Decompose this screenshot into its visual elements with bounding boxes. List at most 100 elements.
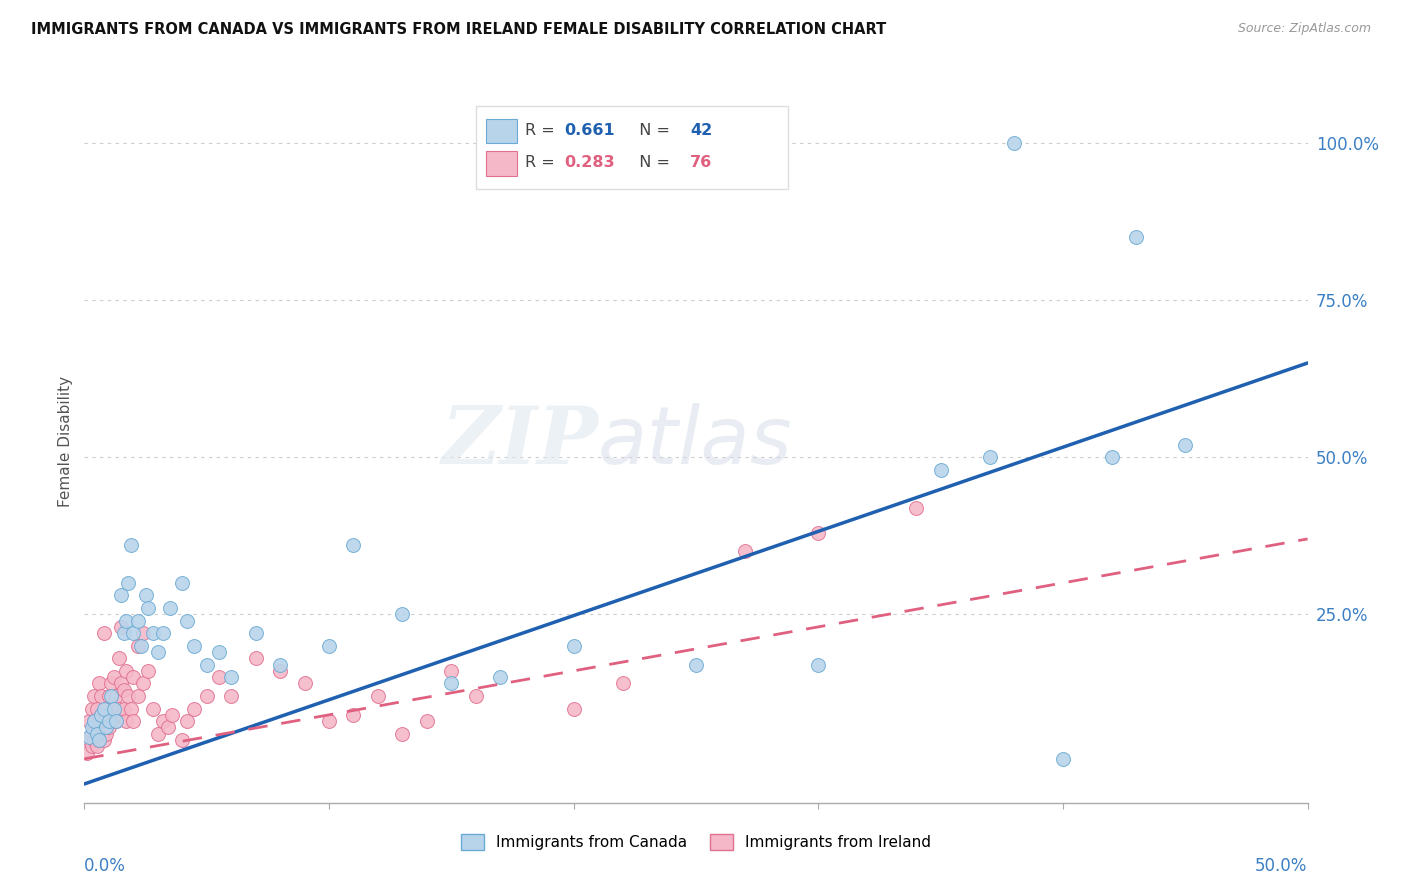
Point — [112, 682, 135, 697]
Point — [440, 676, 463, 690]
Point — [86, 739, 108, 754]
FancyBboxPatch shape — [475, 105, 787, 189]
Point — [905, 500, 928, 515]
Point — [110, 620, 132, 634]
Point — [107, 651, 129, 665]
Point — [115, 664, 138, 678]
FancyBboxPatch shape — [485, 119, 517, 143]
Point — [342, 538, 364, 552]
Point — [105, 689, 128, 703]
Point — [110, 707, 132, 722]
Text: 50.0%: 50.0% — [1256, 857, 1308, 875]
Text: 0.283: 0.283 — [564, 154, 614, 169]
Point — [127, 639, 149, 653]
Point — [83, 733, 105, 747]
Point — [96, 701, 118, 715]
Point — [83, 689, 105, 703]
Point — [146, 727, 169, 741]
Point — [127, 614, 149, 628]
Point — [87, 733, 110, 747]
Point — [90, 727, 112, 741]
FancyBboxPatch shape — [485, 152, 517, 176]
Point — [112, 701, 135, 715]
Point — [76, 746, 98, 760]
Point — [132, 676, 155, 690]
Point — [391, 727, 413, 741]
Legend: Immigrants from Canada, Immigrants from Ireland: Immigrants from Canada, Immigrants from … — [454, 829, 938, 856]
Point — [100, 689, 122, 703]
Point — [97, 689, 120, 703]
Point — [115, 714, 138, 728]
Point — [93, 733, 115, 747]
Point — [129, 639, 152, 653]
Point — [86, 720, 108, 734]
Point — [96, 727, 118, 741]
Point — [269, 657, 291, 672]
Point — [90, 707, 112, 722]
Point — [318, 639, 340, 653]
Point — [96, 720, 118, 734]
Point — [156, 720, 179, 734]
Y-axis label: Female Disability: Female Disability — [58, 376, 73, 508]
Point — [97, 720, 120, 734]
Point — [612, 676, 634, 690]
Point — [1002, 136, 1025, 150]
Point — [172, 575, 194, 590]
Point — [97, 714, 120, 728]
Point — [219, 670, 242, 684]
Point — [176, 614, 198, 628]
Point — [159, 601, 181, 615]
Point — [122, 626, 145, 640]
Point — [83, 714, 105, 728]
Point — [93, 701, 115, 715]
Point — [93, 626, 115, 640]
Text: R =: R = — [524, 154, 560, 169]
Point — [103, 707, 125, 722]
Text: 0.0%: 0.0% — [84, 857, 127, 875]
Point — [367, 689, 389, 703]
Text: N =: N = — [628, 154, 675, 169]
Point — [90, 689, 112, 703]
Point — [110, 676, 132, 690]
Point — [416, 714, 439, 728]
Point — [120, 701, 142, 715]
Point — [122, 670, 145, 684]
Point — [807, 525, 830, 540]
Point — [734, 544, 756, 558]
Point — [142, 626, 165, 640]
Point — [318, 714, 340, 728]
Point — [105, 714, 128, 728]
Text: ZIP: ZIP — [441, 403, 598, 480]
Point — [135, 589, 157, 603]
Point — [100, 676, 122, 690]
Point — [208, 645, 231, 659]
Point — [83, 714, 105, 728]
Point — [562, 639, 585, 653]
Point — [245, 651, 267, 665]
Point — [105, 714, 128, 728]
Point — [77, 730, 100, 744]
Point — [136, 664, 159, 678]
Point — [120, 538, 142, 552]
Text: 42: 42 — [690, 123, 711, 137]
Point — [86, 701, 108, 715]
Point — [122, 714, 145, 728]
Point — [183, 639, 205, 653]
Point — [195, 689, 218, 703]
Point — [979, 450, 1001, 465]
Point — [77, 733, 100, 747]
Point — [136, 601, 159, 615]
Point — [183, 701, 205, 715]
Point — [103, 670, 125, 684]
Point — [152, 714, 174, 728]
Point — [269, 664, 291, 678]
Point — [86, 727, 108, 741]
Point — [464, 689, 486, 703]
Point — [152, 626, 174, 640]
Point — [146, 645, 169, 659]
Point — [176, 714, 198, 728]
Point — [489, 670, 512, 684]
Text: IMMIGRANTS FROM CANADA VS IMMIGRANTS FROM IRELAND FEMALE DISABILITY CORRELATION : IMMIGRANTS FROM CANADA VS IMMIGRANTS FRO… — [31, 22, 886, 37]
Point — [112, 626, 135, 640]
Point — [245, 626, 267, 640]
